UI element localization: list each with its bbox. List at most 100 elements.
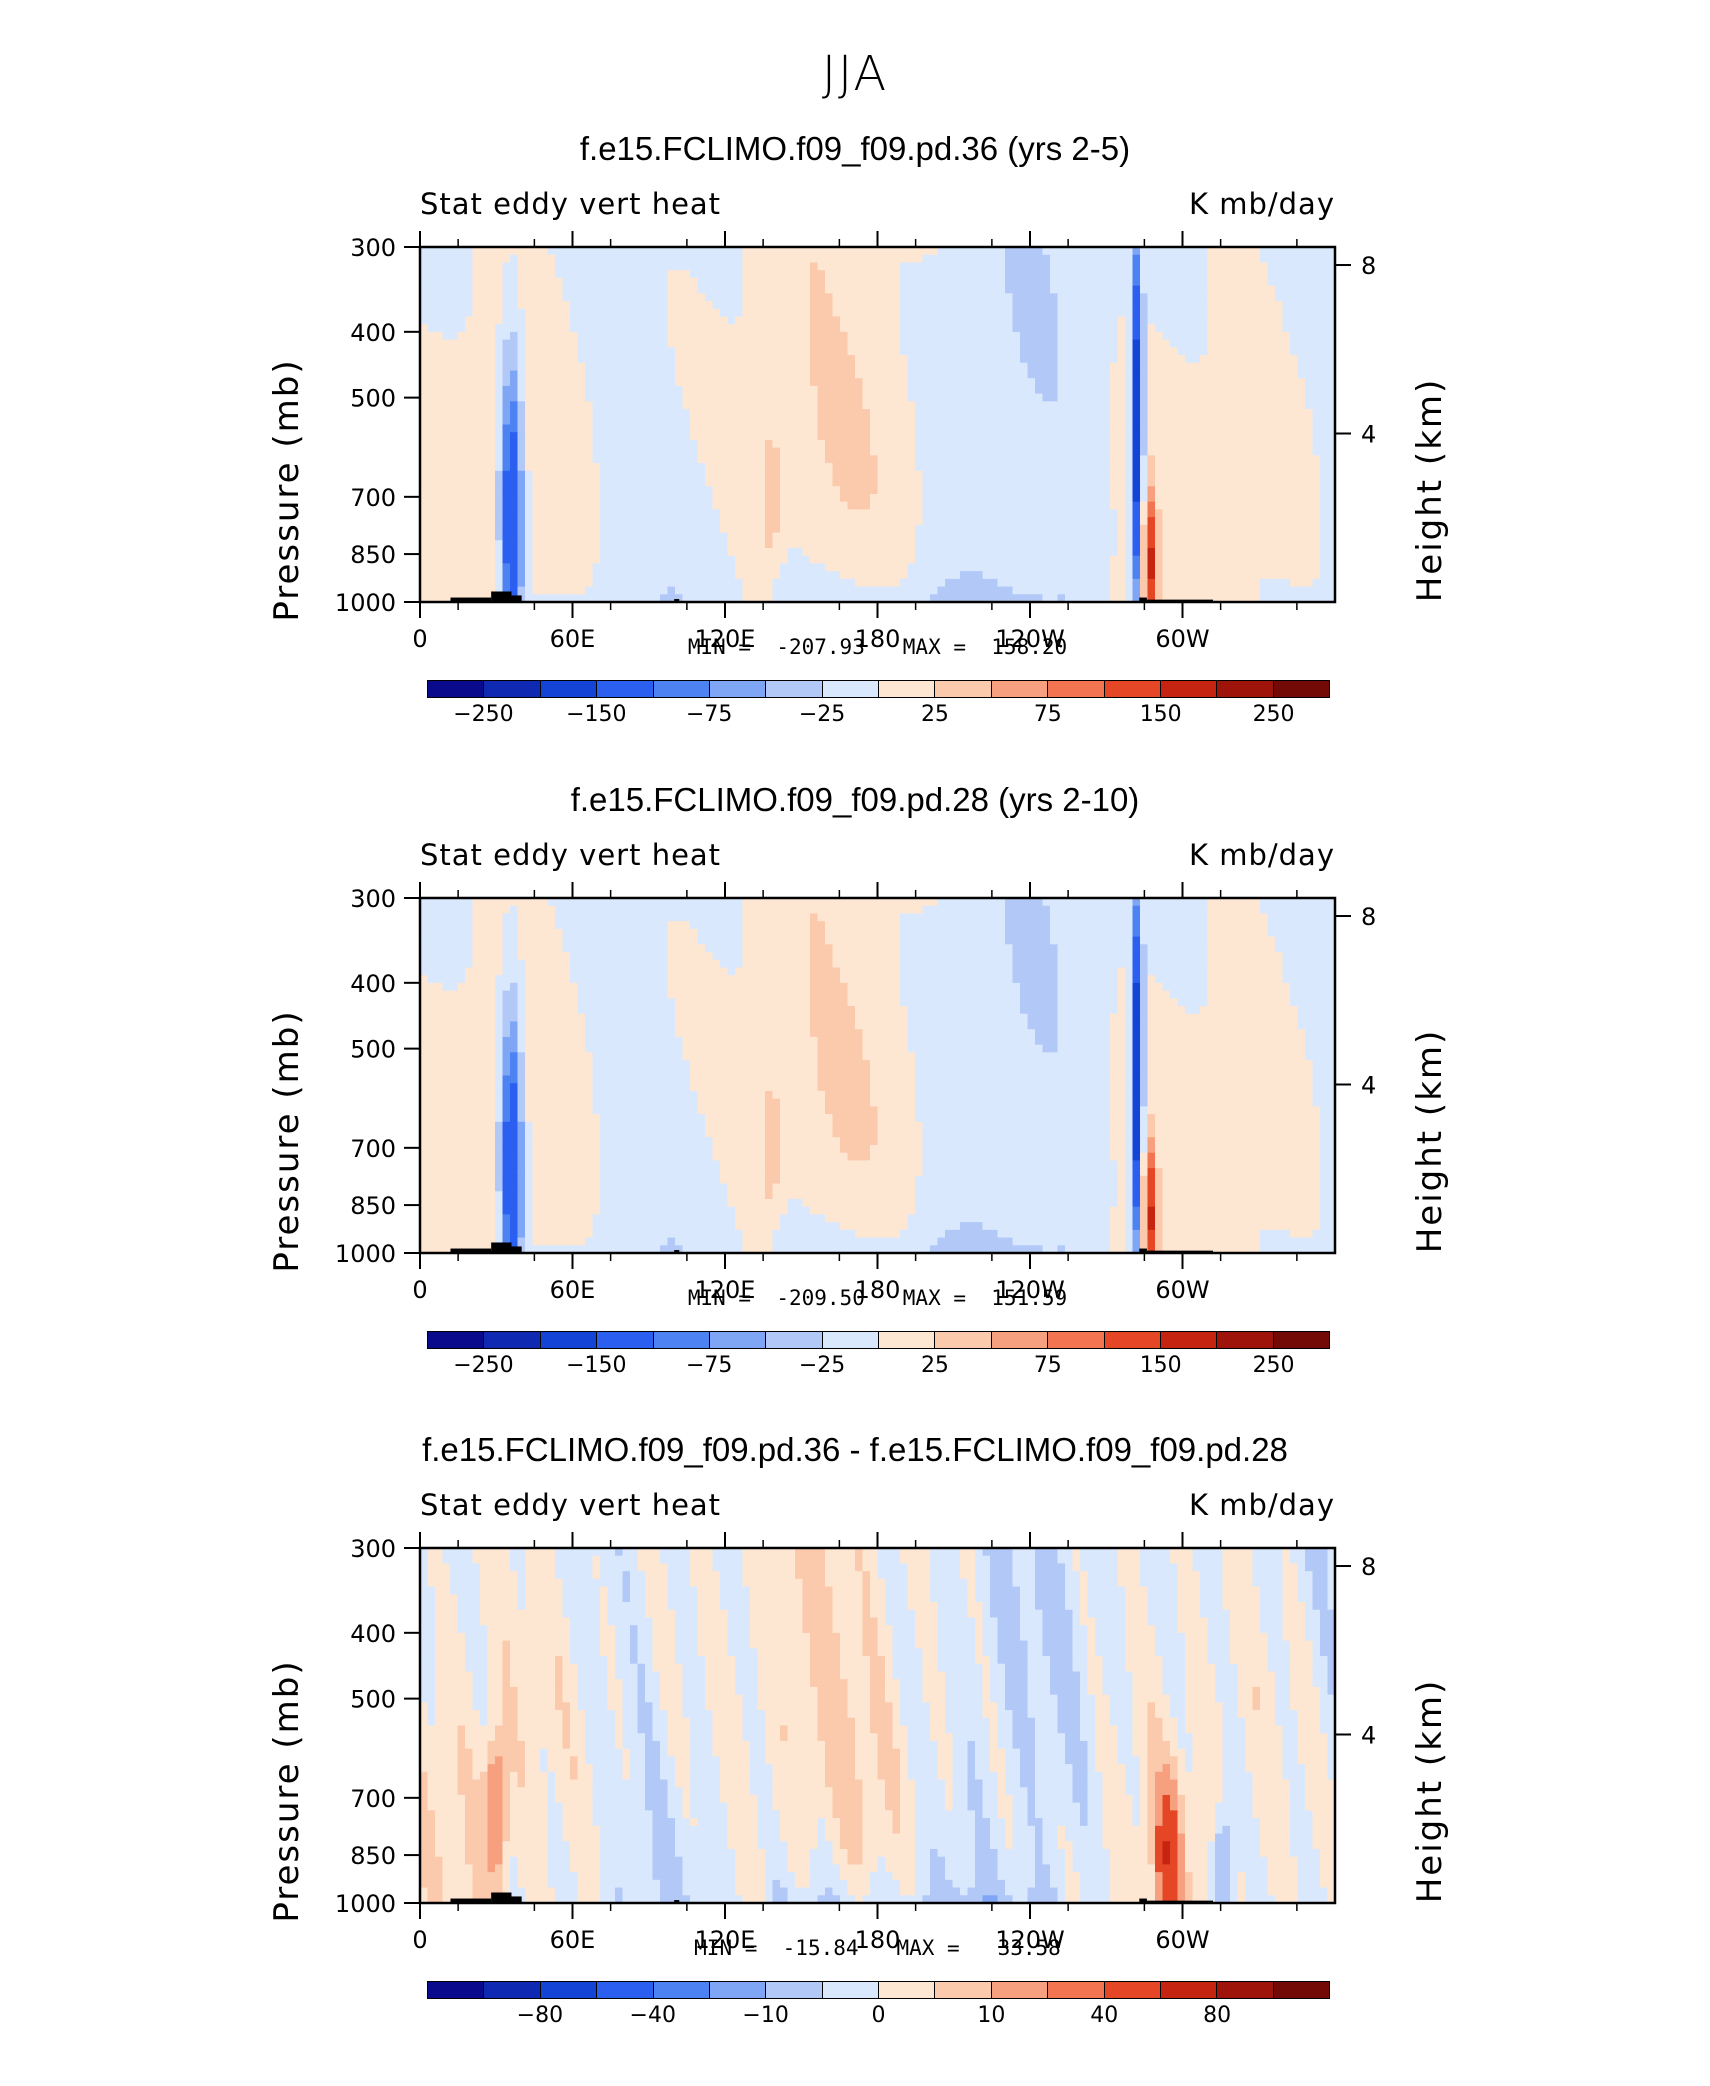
contour-cell bbox=[502, 517, 511, 526]
contour-cell bbox=[922, 439, 931, 449]
contour-cell bbox=[480, 547, 489, 557]
contour-cell bbox=[1125, 401, 1134, 410]
contour-cell bbox=[975, 555, 984, 565]
contour-cell bbox=[600, 331, 609, 341]
contour-cell bbox=[1320, 409, 1329, 418]
contour-cell bbox=[1087, 362, 1096, 372]
contour-cell bbox=[1177, 285, 1186, 294]
contour-cell bbox=[495, 347, 504, 356]
contour-cell bbox=[630, 385, 639, 395]
contour-cell bbox=[555, 362, 564, 372]
contour-cell bbox=[1027, 270, 1036, 279]
contour-cell bbox=[937, 432, 946, 441]
contour-cell bbox=[690, 378, 699, 387]
contour-cell bbox=[1020, 547, 1029, 557]
contour-cell bbox=[585, 308, 594, 318]
contour-cell bbox=[1140, 517, 1149, 526]
contour-cell bbox=[1095, 509, 1104, 518]
contour-cell bbox=[502, 547, 511, 557]
contour-cell bbox=[690, 463, 699, 472]
contour-cell bbox=[825, 478, 834, 487]
contour-cell bbox=[930, 439, 939, 449]
contour-cell bbox=[1095, 362, 1104, 372]
contour-cell bbox=[1290, 254, 1299, 264]
contour-cell bbox=[847, 509, 856, 518]
contour-cell bbox=[465, 501, 474, 510]
contour-cell bbox=[772, 355, 781, 364]
contour-cell bbox=[1297, 355, 1306, 364]
contour-cell bbox=[1140, 532, 1149, 541]
contour-cell bbox=[937, 324, 946, 333]
contour-cell bbox=[930, 532, 939, 541]
contour-cell bbox=[435, 362, 444, 372]
contour-cell bbox=[840, 277, 849, 287]
contour-cell bbox=[442, 293, 451, 302]
contour-cell bbox=[1245, 355, 1254, 364]
contour-cell bbox=[645, 524, 654, 534]
contour-cell bbox=[802, 517, 811, 526]
contour-cell bbox=[1252, 254, 1261, 264]
contour-cell bbox=[660, 486, 669, 495]
contour-cell bbox=[960, 370, 969, 379]
contour-cell bbox=[592, 247, 601, 256]
contour-cell bbox=[1012, 277, 1021, 287]
contour-cell bbox=[592, 463, 601, 472]
contour-cell bbox=[1207, 331, 1216, 341]
contour-cell bbox=[1140, 331, 1149, 341]
contour-cell bbox=[1252, 478, 1261, 487]
contour-cell bbox=[862, 447, 871, 456]
contour-cell bbox=[1245, 385, 1254, 395]
contour-cell bbox=[502, 416, 511, 426]
contour-cell bbox=[480, 509, 489, 518]
contour-cell bbox=[1207, 339, 1216, 348]
contour-cell bbox=[427, 432, 436, 441]
contour-cell bbox=[967, 254, 976, 264]
contour-cell bbox=[1185, 439, 1194, 449]
contour-cell bbox=[517, 455, 526, 464]
contour-cell bbox=[855, 331, 864, 341]
contour-cell bbox=[1057, 470, 1066, 480]
contour-cell bbox=[1072, 439, 1081, 449]
contour-cell bbox=[607, 486, 616, 495]
contour-cell bbox=[442, 478, 451, 487]
contour-cell bbox=[802, 547, 811, 557]
contour-cell bbox=[885, 517, 894, 526]
contour-cell bbox=[1117, 347, 1126, 356]
contour-cell bbox=[1087, 532, 1096, 541]
contour-cell bbox=[892, 493, 901, 503]
contour-cell bbox=[562, 347, 571, 356]
contour-cell bbox=[1222, 362, 1231, 372]
contour-cell bbox=[540, 432, 549, 441]
contour-cell bbox=[480, 331, 489, 341]
contour-cell bbox=[420, 432, 429, 441]
contour-cell bbox=[847, 401, 856, 410]
contour-cell bbox=[1125, 385, 1134, 395]
contour-cell bbox=[1282, 455, 1291, 464]
contour-cell bbox=[817, 486, 826, 495]
contour-cell bbox=[682, 339, 691, 348]
contour-cell bbox=[652, 370, 661, 379]
contour-cell bbox=[1215, 339, 1224, 348]
contour-cell bbox=[1057, 331, 1066, 341]
contour-cell bbox=[697, 262, 706, 271]
contour-cell bbox=[502, 378, 511, 387]
contour-cell bbox=[1027, 540, 1036, 549]
contour-cell bbox=[1305, 432, 1314, 441]
contour-cell bbox=[1275, 347, 1284, 356]
contour-cell bbox=[847, 447, 856, 456]
contour-cell bbox=[465, 493, 474, 503]
contour-cell bbox=[750, 393, 759, 402]
contour-cell bbox=[780, 262, 789, 271]
contour-cell bbox=[787, 463, 796, 472]
contour-cell bbox=[930, 424, 939, 433]
contour-cell bbox=[525, 547, 534, 557]
contour-cell bbox=[915, 416, 924, 426]
contour-cell bbox=[742, 308, 751, 318]
contour-cell bbox=[1237, 447, 1246, 456]
contour-cell bbox=[465, 416, 474, 426]
contour-cell bbox=[1185, 362, 1194, 372]
contour-cell bbox=[712, 378, 721, 387]
contour-cell bbox=[1177, 509, 1186, 518]
contour-cell bbox=[585, 493, 594, 503]
contour-cell bbox=[712, 285, 721, 294]
